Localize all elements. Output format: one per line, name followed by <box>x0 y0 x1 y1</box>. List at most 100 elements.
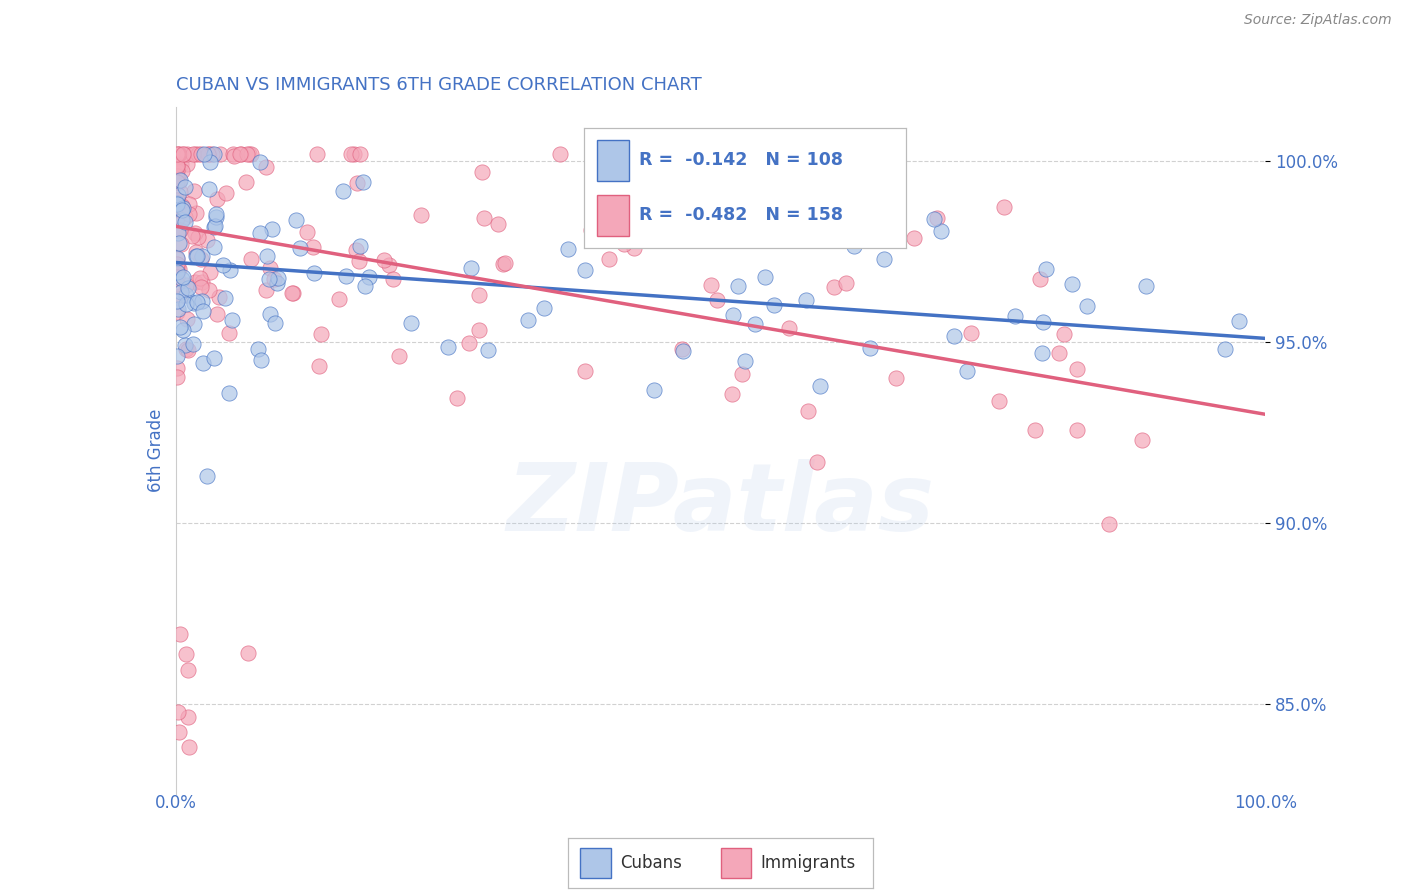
Text: Immigrants: Immigrants <box>761 854 855 872</box>
Point <box>260 222 283 236</box>
Point <box>231 147 253 161</box>
Point <box>727 278 749 293</box>
Point <box>263 316 285 330</box>
Point <box>266 276 288 290</box>
Point <box>177 740 200 755</box>
Point <box>176 647 198 661</box>
Point <box>169 186 191 200</box>
Point <box>993 200 1015 214</box>
Point <box>191 275 214 289</box>
Point <box>256 249 278 263</box>
Point <box>285 213 308 227</box>
Point <box>598 252 620 266</box>
Point <box>373 252 395 267</box>
Point <box>191 293 214 308</box>
Point <box>198 265 221 279</box>
Point <box>177 663 200 677</box>
Point <box>167 301 190 316</box>
Point <box>177 197 200 211</box>
Point <box>166 706 188 720</box>
Point <box>623 241 645 255</box>
Point <box>184 275 207 289</box>
Point <box>344 243 367 257</box>
Point <box>1053 326 1076 341</box>
Point <box>181 228 204 243</box>
Point <box>204 219 226 234</box>
Point <box>357 270 380 285</box>
Point <box>166 203 188 218</box>
Point <box>204 210 226 224</box>
Point <box>167 147 190 161</box>
Point <box>766 194 789 209</box>
Point <box>174 296 197 310</box>
Point <box>184 226 207 240</box>
Point <box>1031 346 1053 360</box>
Point <box>181 337 204 351</box>
Point <box>166 194 188 208</box>
Point <box>460 260 482 275</box>
Point <box>198 283 221 297</box>
Point <box>222 149 245 163</box>
Point <box>191 249 214 263</box>
Text: Source: ZipAtlas.com: Source: ZipAtlas.com <box>1244 13 1392 28</box>
Point <box>1098 517 1121 532</box>
Point <box>1004 309 1026 323</box>
Point <box>381 272 404 286</box>
Text: ZIPatlas: ZIPatlas <box>506 459 935 551</box>
Point <box>201 147 224 161</box>
Text: CUBAN VS IMMIGRANTS 6TH GRADE CORRELATION CHART: CUBAN VS IMMIGRANTS 6TH GRADE CORRELATIO… <box>176 77 702 95</box>
Point <box>281 286 304 301</box>
Point <box>218 386 240 401</box>
Point <box>174 287 197 301</box>
Point <box>176 157 198 171</box>
Point <box>205 207 228 221</box>
Point <box>1130 433 1153 447</box>
Point <box>844 239 866 253</box>
Point <box>174 277 197 292</box>
Point <box>574 263 596 277</box>
Point <box>309 327 332 342</box>
Point <box>610 231 633 245</box>
Point <box>218 326 240 341</box>
Point <box>222 147 245 161</box>
Point <box>186 249 208 263</box>
Point <box>193 304 215 318</box>
Point <box>574 364 596 378</box>
Point <box>197 147 219 161</box>
Point <box>339 147 361 161</box>
Point <box>166 251 188 265</box>
Point <box>721 309 744 323</box>
Text: 100.0%: 100.0% <box>1234 794 1296 812</box>
Point <box>169 175 191 189</box>
Point <box>166 262 188 277</box>
Point <box>1024 423 1046 437</box>
Point <box>305 147 328 161</box>
Point <box>335 268 357 283</box>
Point <box>169 223 191 237</box>
Point <box>607 186 630 201</box>
Point <box>166 202 188 216</box>
Point <box>250 353 273 368</box>
Point <box>166 265 188 279</box>
Point <box>467 323 489 337</box>
Text: R =  -0.482   N = 158: R = -0.482 N = 158 <box>638 206 844 225</box>
Point <box>170 285 193 299</box>
Point <box>166 194 188 209</box>
Point <box>166 269 188 284</box>
Point <box>166 361 188 376</box>
Point <box>166 305 188 319</box>
Point <box>346 177 368 191</box>
Point <box>166 175 188 189</box>
Point <box>411 208 433 222</box>
Point <box>295 225 318 239</box>
Point <box>166 349 188 363</box>
Point <box>246 343 269 357</box>
Point <box>797 403 820 417</box>
Point <box>249 226 271 240</box>
Point <box>235 175 257 189</box>
Point <box>352 175 374 189</box>
Point <box>516 313 538 327</box>
Point <box>166 164 188 178</box>
Point <box>458 336 481 351</box>
Point <box>184 206 207 220</box>
